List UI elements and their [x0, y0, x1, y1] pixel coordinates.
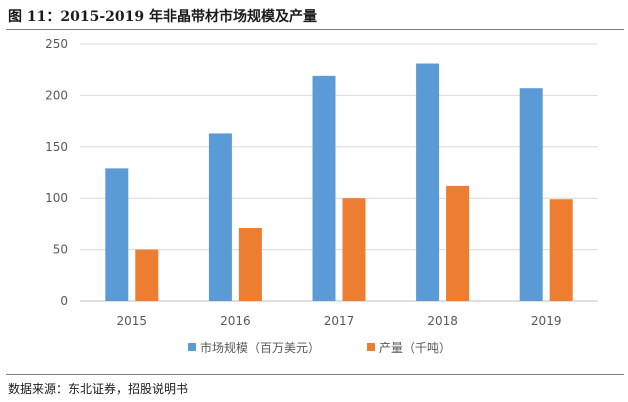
y-axis-ticks: 0 50 100 150 200 250 [45, 37, 68, 308]
y-tick-label: 200 [45, 88, 68, 102]
bar-output-2017 [342, 198, 366, 301]
bar-market-size-2015 [105, 168, 129, 301]
legend-item-market-size: 市场规模（百万美元） [200, 340, 320, 355]
y-tick-label: 150 [45, 140, 68, 154]
x-axis-ticks: 2015 2016 2017 2018 2019 [117, 314, 562, 328]
bar-market-size-2016 [208, 133, 232, 301]
grid-lines [80, 43, 598, 302]
bars [105, 63, 573, 302]
y-tick-label: 250 [45, 37, 68, 51]
bar-output-2019 [549, 199, 573, 301]
figure-title: 图 11：2015-2019 年非晶带材市场规模及产量 [8, 9, 317, 25]
y-tick-label: 50 [53, 243, 68, 257]
legend-item-output: 产量（千吨） [379, 341, 451, 355]
x-tick-label: 2018 [427, 314, 458, 328]
x-tick-label: 2016 [220, 314, 251, 328]
bottom-divider [6, 374, 624, 375]
bar-market-size-2017 [312, 75, 336, 301]
bar-output-2015 [135, 249, 159, 301]
y-tick-label: 100 [45, 191, 68, 205]
x-tick-label: 2019 [531, 314, 562, 328]
top-divider [6, 29, 624, 30]
legend: 市场规模（百万美元） 产量（千吨） [188, 340, 451, 355]
y-tick-label: 0 [60, 294, 68, 308]
x-tick-label: 2015 [117, 314, 148, 328]
bar-output-2016 [238, 228, 262, 301]
legend-swatch [188, 343, 196, 351]
source-note: 数据来源：东北证券，招股说明书 [8, 382, 189, 396]
legend-swatch [367, 343, 375, 351]
x-tick-label: 2017 [324, 314, 355, 328]
bar-output-2018 [446, 185, 470, 301]
bar-market-size-2019 [519, 88, 543, 301]
bar-market-size-2018 [416, 63, 440, 302]
